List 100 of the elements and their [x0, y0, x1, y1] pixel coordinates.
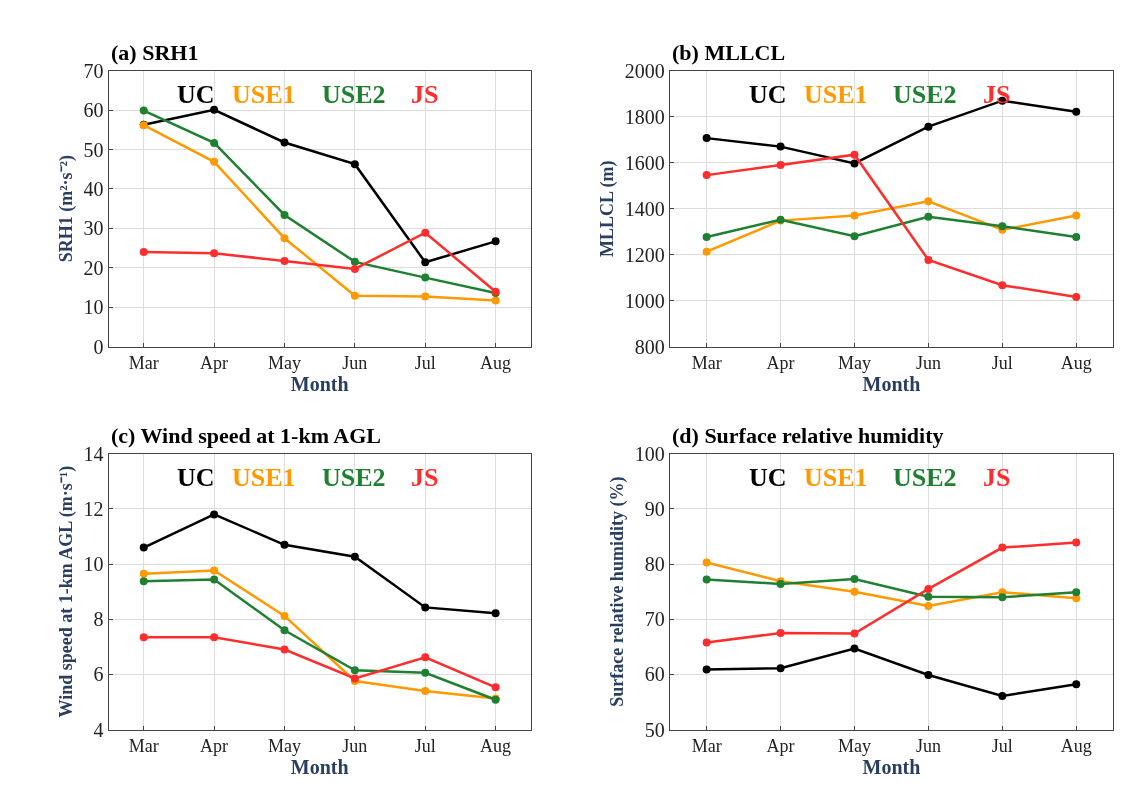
- y-tick-label: 1000: [624, 289, 665, 312]
- series-label: UC: [177, 463, 215, 492]
- y-tick-label: 800: [634, 335, 665, 358]
- chart-title: (c) Wind speed at 1-km AGL: [111, 423, 381, 448]
- text: JS: [411, 463, 439, 492]
- point: [776, 142, 785, 151]
- y-tick-label: 4: [93, 718, 104, 741]
- x-tick-label: Mar: [691, 353, 722, 374]
- point: [924, 197, 933, 206]
- point: [702, 171, 711, 180]
- point: [421, 653, 430, 662]
- y-tick-label: 50: [644, 718, 665, 741]
- point: [924, 592, 933, 601]
- y-tick-label: 60: [644, 663, 665, 686]
- point: [850, 150, 859, 159]
- point: [280, 210, 289, 219]
- point: [702, 558, 711, 567]
- point: [924, 670, 933, 679]
- point: [350, 264, 359, 273]
- point: [924, 584, 933, 593]
- point: [924, 212, 933, 221]
- text: JS: [983, 80, 1011, 109]
- y-tick-label: 2000: [624, 59, 665, 82]
- point: [776, 664, 785, 673]
- point: [491, 609, 500, 618]
- x-tick-label: Jul: [991, 353, 1013, 374]
- y-axis-title: SRH1 (m²·s⁻²): [55, 155, 77, 263]
- x-axis-title: Month: [290, 373, 349, 396]
- point: [850, 629, 859, 638]
- text: USE1: [804, 80, 868, 109]
- y-tick-label: 1200: [624, 243, 665, 266]
- text: USE2: [322, 80, 386, 109]
- y-tick-label: 1400: [624, 197, 665, 220]
- y-axis-title: Surface relative humidity (%): [606, 476, 628, 707]
- point: [776, 629, 785, 638]
- chart-title: (a) SRH1: [111, 40, 199, 65]
- y-tick-label: 80: [644, 553, 665, 576]
- y-tick-label: 12: [83, 497, 104, 520]
- point: [280, 626, 289, 635]
- x-tick-label: May: [837, 736, 871, 757]
- point: [924, 122, 933, 131]
- y-tick-label: 100: [634, 442, 665, 465]
- point: [210, 566, 219, 575]
- point: [139, 577, 148, 586]
- point: [1072, 107, 1081, 116]
- point: [491, 237, 500, 246]
- x-tick-label: Mar: [691, 736, 722, 757]
- x-tick-label: Jun: [915, 736, 941, 757]
- text: USE1: [804, 463, 868, 492]
- y-tick-label: 40: [83, 177, 104, 200]
- y-tick-label: 6: [93, 663, 104, 686]
- point: [702, 638, 711, 647]
- point: [280, 611, 289, 620]
- point: [850, 587, 859, 596]
- x-axis-title: Month: [862, 756, 921, 779]
- point: [702, 575, 711, 584]
- point: [350, 666, 359, 675]
- x-tick-label: Apr: [766, 353, 795, 374]
- x-tick-label: Jun: [915, 353, 941, 374]
- y-axis-title: MLLCL (m): [596, 160, 618, 257]
- point: [702, 247, 711, 256]
- point: [702, 134, 711, 143]
- y-tick-label: 1600: [624, 151, 665, 174]
- point: [1072, 588, 1081, 597]
- point: [702, 665, 711, 674]
- point: [998, 543, 1007, 552]
- x-tick-label: Jun: [342, 353, 368, 374]
- x-tick-label: Aug: [1060, 736, 1092, 757]
- y-tick-label: 8: [93, 608, 104, 631]
- point: [998, 593, 1007, 602]
- text: USE2: [893, 80, 957, 109]
- series-label: UC: [749, 80, 787, 109]
- x-tick-label: Jul: [991, 736, 1013, 757]
- point: [139, 633, 148, 642]
- y-tick-label: 20: [83, 256, 104, 279]
- point: [491, 683, 500, 692]
- point: [421, 686, 430, 695]
- point: [210, 157, 219, 166]
- point: [139, 106, 148, 115]
- point: [280, 540, 289, 549]
- point: [850, 159, 859, 168]
- x-tick-label: Apr: [200, 736, 229, 757]
- x-tick-label: May: [267, 736, 301, 757]
- y-tick-label: 10: [83, 296, 104, 319]
- point: [421, 273, 430, 282]
- y-tick-label: 30: [83, 217, 104, 240]
- x-tick-label: Jun: [342, 736, 368, 757]
- point: [421, 258, 430, 267]
- x-axis-title: Month: [862, 373, 921, 396]
- text: JS: [411, 80, 439, 109]
- x-tick-label: Aug: [1060, 353, 1092, 374]
- text: USE1: [232, 463, 296, 492]
- point: [210, 633, 219, 642]
- y-tick-label: 60: [83, 99, 104, 122]
- point: [280, 257, 289, 266]
- point: [924, 602, 933, 611]
- point: [139, 543, 148, 552]
- point: [350, 291, 359, 300]
- point: [998, 281, 1007, 290]
- point: [350, 552, 359, 561]
